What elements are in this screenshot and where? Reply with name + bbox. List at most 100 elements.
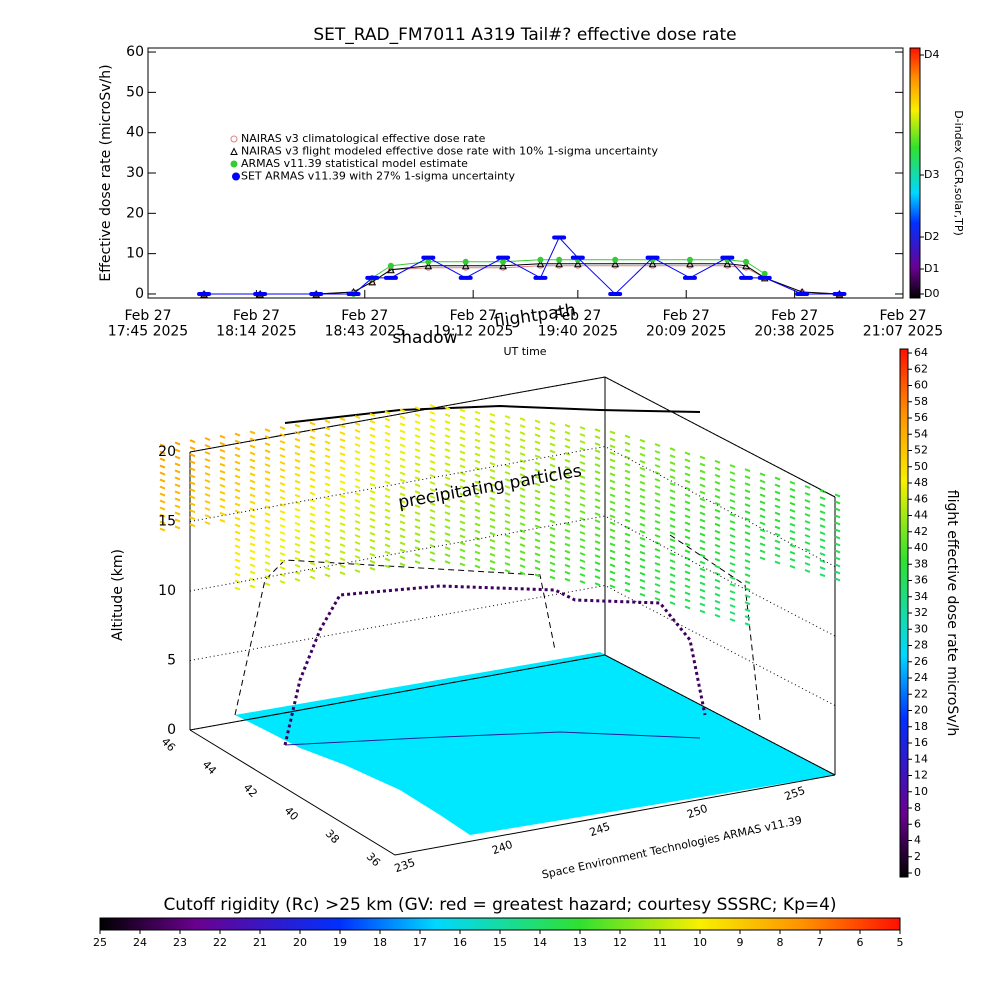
dose-dot — [369, 461, 376, 466]
dose-dot — [414, 553, 421, 558]
dose-dot — [744, 503, 751, 508]
dose-dot — [684, 500, 691, 505]
dose-dot — [414, 497, 421, 502]
dose-dot — [684, 584, 691, 589]
dose-dot — [534, 482, 541, 487]
marker — [795, 291, 810, 296]
dose-dot — [189, 523, 196, 528]
dose-dot — [504, 429, 511, 433]
dose-dot — [714, 592, 721, 597]
dose-dot — [339, 417, 346, 422]
dose-dot — [654, 576, 661, 580]
dose-dot — [369, 552, 376, 557]
dose-dot — [564, 437, 571, 442]
dose-dot — [534, 559, 541, 564]
dose-dot — [729, 548, 736, 552]
dose-dot — [369, 454, 376, 459]
dose-dot — [534, 545, 541, 550]
dose-dot — [294, 486, 301, 491]
x-tick-label: Feb 27 18:43 2025 — [325, 308, 405, 339]
dose-dot — [609, 528, 616, 533]
dose-dot — [234, 488, 241, 493]
dose-dot — [339, 431, 346, 436]
dose-dot — [399, 548, 406, 553]
dose-dot — [279, 566, 286, 570]
dose-dot — [624, 518, 631, 523]
dose-dot — [624, 441, 631, 446]
dose-dot — [339, 508, 346, 513]
marker — [537, 256, 544, 263]
dose-dot — [384, 501, 391, 506]
dose-dot — [339, 466, 346, 471]
dose-dot — [159, 506, 166, 511]
dose-dot — [384, 557, 391, 562]
dose-dot — [339, 480, 346, 485]
dose-dot — [564, 577, 571, 582]
dose-dot — [354, 569, 361, 573]
dose-dot — [234, 509, 241, 514]
dose-dot — [264, 484, 271, 489]
dose-dot — [804, 541, 811, 545]
colorbar-tick-label: 20 — [293, 936, 307, 949]
dose-dot — [669, 594, 676, 599]
dose-dot — [519, 459, 526, 464]
dose-dot — [309, 540, 316, 545]
dose-dot — [474, 508, 481, 513]
dose-field — [159, 404, 841, 627]
dose-dot — [534, 489, 541, 494]
colorbar-tick-label: 62 — [914, 362, 928, 375]
dose-dot — [324, 524, 331, 529]
dose-dot — [729, 520, 736, 524]
colorbar-tick-label: 8 — [914, 801, 921, 814]
dose-dot — [234, 537, 241, 542]
dose-dot — [714, 473, 721, 478]
dose-dot — [699, 518, 706, 523]
dose-dot — [534, 496, 541, 501]
dose-dot — [279, 545, 286, 549]
dose-dot — [354, 436, 361, 440]
colorbar-tick-label: D0 — [924, 287, 939, 300]
dose-dot — [249, 472, 256, 477]
dose-dot — [204, 444, 211, 448]
dose-dot — [264, 442, 271, 447]
dose-dot — [639, 564, 646, 569]
dose-dot — [264, 463, 271, 468]
colorbar-tick-label: 40 — [914, 541, 928, 554]
dose-dot — [429, 495, 436, 499]
marker — [556, 256, 563, 263]
dose-dot — [459, 415, 466, 420]
dose-dot — [264, 519, 271, 524]
x-tick-label: Feb 27 20:38 2025 — [754, 308, 834, 339]
z-tick-label: 0 — [167, 722, 176, 738]
dose-dot — [774, 476, 781, 481]
dose-dot — [489, 433, 496, 438]
dose-dot — [714, 613, 721, 618]
dose-dot — [684, 598, 691, 603]
dose-dot — [759, 521, 766, 526]
dose-dot — [354, 506, 361, 510]
dose-dot — [354, 415, 361, 419]
dose-dot — [774, 511, 781, 516]
dose-dot — [729, 597, 736, 601]
dose-dot — [654, 527, 661, 531]
dose-dot — [609, 507, 616, 512]
dose-dot — [474, 522, 481, 527]
dose-dot — [459, 422, 466, 427]
dose-dot — [699, 560, 706, 565]
dose-dot — [669, 566, 676, 571]
dose-dot — [519, 473, 526, 478]
dose-dot — [384, 410, 391, 415]
dose-dot — [459, 464, 466, 469]
dose-dot — [699, 553, 706, 558]
dose-dot — [714, 536, 721, 541]
dose-dot — [759, 472, 766, 477]
dose-dot — [429, 488, 436, 492]
dose-dot — [519, 571, 526, 576]
dose-dot — [699, 609, 706, 614]
dose-dot — [429, 425, 436, 429]
dose-dot — [264, 498, 271, 503]
colorbar-tick-label: D1 — [924, 262, 939, 275]
dose-dot — [309, 491, 316, 496]
x-tick-label: Feb 27 19:12 2025 — [433, 308, 513, 339]
dose-dot — [804, 548, 811, 552]
